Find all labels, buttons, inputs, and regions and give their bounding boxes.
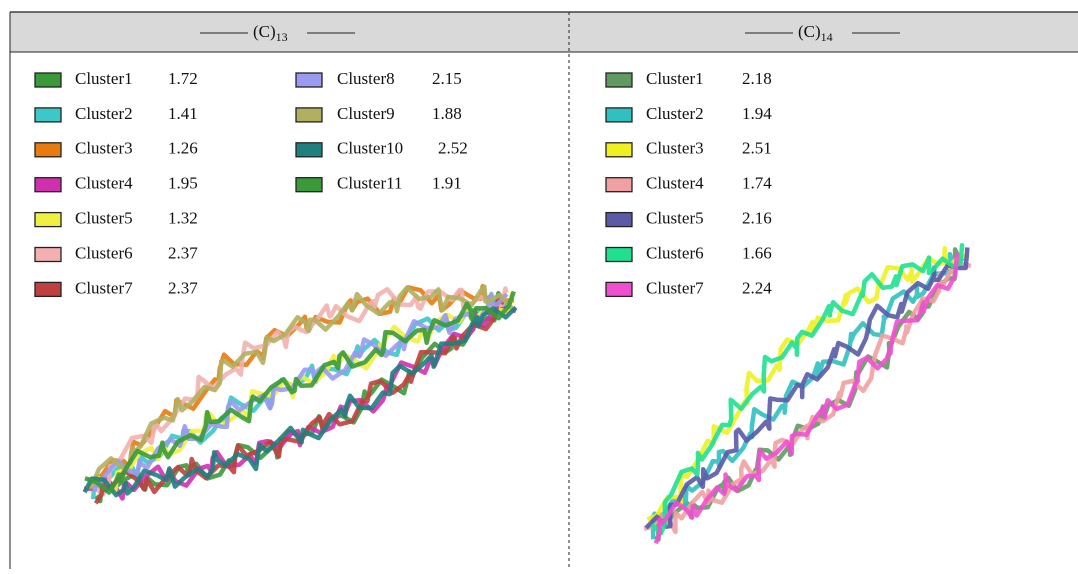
cluster-name: Cluster6	[75, 243, 133, 262]
cluster-name: Cluster3	[75, 139, 133, 158]
title-subscript: 14	[821, 30, 833, 44]
legend-swatch	[606, 213, 632, 227]
cluster-name: Cluster11	[337, 174, 402, 193]
cluster-name: Cluster9	[337, 104, 395, 123]
cluster-name: Cluster2	[646, 104, 704, 123]
legend-swatch	[35, 282, 61, 296]
legend-swatch	[606, 108, 632, 122]
header-band	[10, 12, 1078, 52]
legend-swatch	[35, 143, 61, 157]
cluster-value: 2.18	[742, 69, 772, 88]
cluster-value: 1.66	[742, 243, 772, 262]
legend-swatch	[35, 73, 61, 87]
title-main: (C)	[798, 22, 821, 41]
cluster-name: Cluster1	[646, 69, 704, 88]
cluster-name: Cluster7	[646, 278, 704, 297]
legend-layer: Cluster1 1.72 Cluster2 1.41 Cluster3 1.26 Clus…	[35, 69, 772, 297]
cluster-value: 2.51	[742, 139, 772, 158]
cluster-value: 2.37	[168, 243, 198, 262]
cluster-value: 2.37	[168, 278, 198, 297]
legend-swatch	[35, 108, 61, 122]
molecule-layer	[84, 245, 971, 543]
cluster-name: Cluster3	[646, 139, 704, 158]
cluster-name: Cluster5	[646, 209, 704, 228]
cluster-value: 1.74	[742, 174, 772, 193]
cluster-value: 1.88	[432, 104, 462, 123]
legend-swatch	[35, 248, 61, 262]
legend-swatch	[296, 108, 322, 122]
legend-swatch	[606, 282, 632, 296]
cluster-value: 1.72	[168, 69, 198, 88]
cluster-name: Cluster1	[75, 69, 133, 88]
cluster-name: Cluster7	[75, 278, 133, 297]
cluster-name: Cluster6	[646, 243, 704, 262]
cluster-value: 1.94	[742, 104, 772, 123]
title-main: (C)	[253, 22, 276, 41]
cluster-value: 2.52	[438, 139, 468, 158]
legend-swatch	[296, 73, 322, 87]
cluster-value: 2.24	[742, 278, 772, 297]
cluster-value: 1.26	[168, 139, 198, 158]
cluster-name: Cluster4	[75, 174, 133, 193]
cluster-name: Cluster10	[337, 139, 403, 158]
cluster-value: 2.16	[742, 209, 772, 228]
legend-swatch	[35, 178, 61, 192]
figure: (C)13 (C)14 Cluster11.72Cluster21.41Clus…	[0, 0, 1078, 569]
cluster-name: Cluster8	[337, 69, 395, 88]
cluster-name: Cluster2	[75, 104, 133, 123]
legend-swatch	[606, 248, 632, 262]
legend-swatch	[606, 143, 632, 157]
legend-swatch	[296, 178, 322, 192]
cluster-value: 1.95	[168, 174, 198, 193]
cluster-value: 1.32	[168, 209, 198, 228]
cluster-name: Cluster4	[646, 174, 704, 193]
title-subscript: 13	[276, 30, 288, 44]
cluster-name: Cluster5	[75, 209, 133, 228]
legend-swatch	[35, 213, 61, 227]
legend-swatch	[606, 178, 632, 192]
legend-swatch	[296, 143, 322, 157]
legend-swatch	[606, 73, 632, 87]
cluster-value: 1.41	[168, 104, 198, 123]
cluster-value: 1.91	[432, 174, 462, 193]
cluster-value: 2.15	[432, 69, 462, 88]
